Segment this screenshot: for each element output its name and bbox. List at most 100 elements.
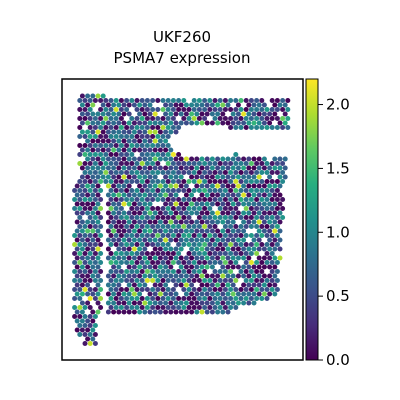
spot — [189, 156, 195, 162]
spot — [142, 237, 148, 243]
spot — [137, 174, 143, 180]
spot — [267, 192, 273, 198]
spot — [230, 210, 236, 216]
spot — [124, 197, 130, 202]
spot — [272, 102, 278, 108]
spot — [147, 255, 153, 261]
spot — [228, 116, 234, 121]
spot — [196, 233, 202, 238]
spot — [129, 287, 135, 292]
spot — [150, 242, 156, 247]
spot — [108, 215, 114, 220]
spot — [228, 188, 234, 193]
spot — [269, 161, 275, 166]
spot — [233, 305, 239, 310]
spot — [144, 233, 150, 238]
spot — [113, 269, 119, 274]
spot — [264, 287, 270, 292]
spot — [131, 192, 137, 198]
spot — [246, 255, 252, 261]
spot — [228, 161, 234, 166]
spot — [170, 287, 176, 292]
spot — [95, 219, 101, 225]
spot — [116, 273, 122, 279]
spot — [131, 219, 137, 225]
spot — [191, 233, 197, 238]
spot — [243, 179, 249, 184]
spot — [160, 134, 166, 139]
spot — [95, 300, 101, 306]
spot — [173, 165, 179, 171]
spot — [160, 251, 166, 256]
spot — [186, 206, 192, 211]
spot — [74, 237, 80, 243]
spot — [212, 233, 218, 238]
spot — [191, 296, 197, 301]
spot — [254, 215, 260, 220]
spot — [118, 278, 124, 283]
spot — [108, 188, 114, 193]
spot — [191, 116, 197, 121]
spot — [118, 206, 124, 211]
spot — [124, 296, 130, 301]
spot — [212, 197, 218, 202]
spot — [129, 215, 135, 220]
spot — [264, 260, 270, 265]
spot — [189, 192, 195, 198]
spot — [155, 260, 161, 265]
spot — [92, 152, 98, 157]
spot — [90, 111, 96, 117]
spot — [269, 170, 275, 175]
spot — [248, 188, 254, 193]
spot — [157, 246, 163, 252]
spot — [139, 134, 145, 139]
spot — [121, 183, 127, 189]
spot — [222, 278, 228, 283]
spot — [118, 287, 124, 292]
spot — [152, 309, 158, 315]
spot — [126, 291, 132, 297]
spot — [79, 165, 85, 171]
spot — [209, 156, 215, 162]
spot — [241, 165, 247, 171]
spot — [105, 120, 111, 126]
spot — [163, 210, 169, 216]
spot — [79, 327, 85, 333]
spot — [108, 161, 114, 166]
spot — [137, 129, 143, 135]
spot — [202, 296, 208, 301]
spot — [228, 278, 234, 283]
spot — [170, 278, 176, 283]
spot — [77, 116, 83, 121]
spot — [90, 318, 96, 324]
spot — [194, 300, 200, 306]
spot — [142, 165, 148, 171]
spot — [111, 255, 117, 261]
spot — [144, 188, 150, 193]
spot — [254, 242, 260, 247]
spot — [137, 201, 143, 207]
spot — [248, 260, 254, 265]
spot — [157, 165, 163, 171]
spot — [85, 228, 91, 234]
spot — [82, 323, 88, 328]
spot — [267, 264, 273, 270]
spot — [152, 282, 158, 288]
spot — [85, 327, 91, 333]
spot — [199, 246, 205, 252]
spot — [212, 215, 218, 220]
spot — [111, 282, 117, 288]
spot — [82, 206, 88, 211]
spot — [186, 224, 192, 229]
spot — [215, 282, 221, 288]
spot — [285, 116, 291, 121]
spot — [95, 264, 101, 270]
spot — [121, 228, 127, 234]
spot — [178, 201, 184, 207]
colorbar-tick-label: 0.5 — [326, 287, 350, 305]
spot — [152, 246, 158, 252]
spot — [191, 188, 197, 193]
spot — [243, 206, 249, 211]
spot — [144, 224, 150, 229]
spot — [77, 134, 83, 139]
